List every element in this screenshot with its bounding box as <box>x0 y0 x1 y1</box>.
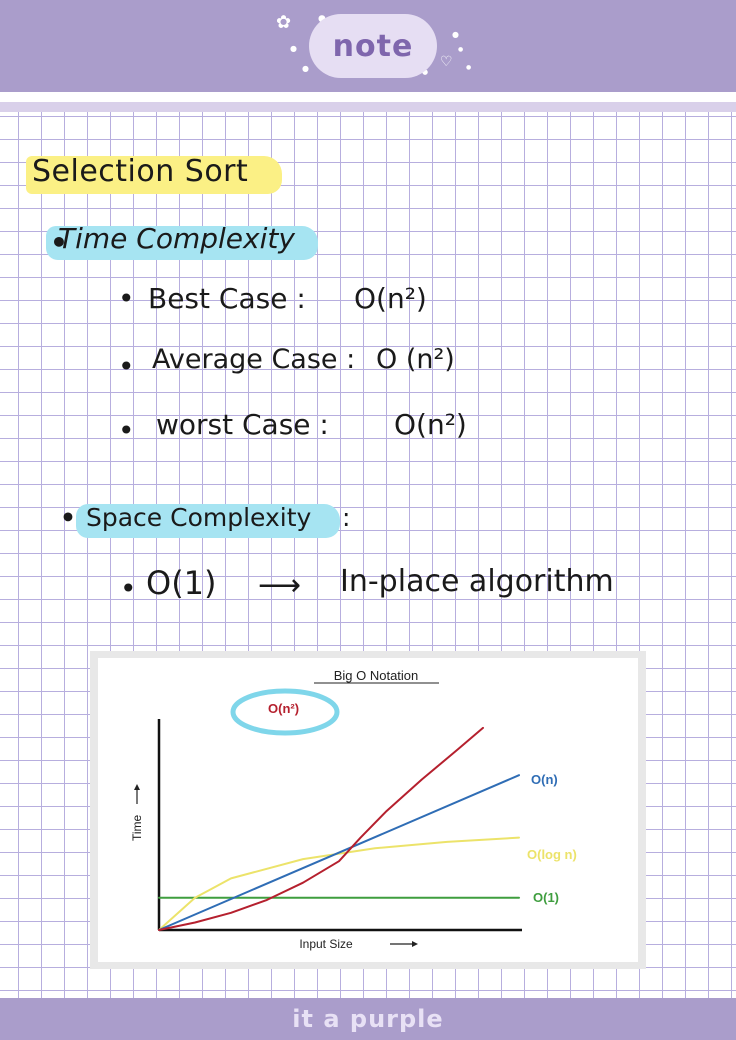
subheading-highlight <box>76 504 340 538</box>
space-note: In-place algorithm <box>340 564 614 599</box>
heart-icon: ♡ <box>440 54 453 70</box>
space-complexity-colon: : <box>342 503 351 532</box>
bullet-dot: • <box>118 282 135 315</box>
worst-case-value: O(n²) <box>394 408 467 441</box>
title-highlight <box>26 156 282 194</box>
average-case-value: O (n²) <box>376 344 455 375</box>
worst-case-label: worst Case : <box>156 408 329 441</box>
divider <box>0 102 736 112</box>
series-label: O(log n) <box>527 847 577 862</box>
note-label-pill: note <box>309 14 437 78</box>
bullet-dot: • <box>50 226 68 259</box>
dot-icon: ● <box>422 68 429 76</box>
space-value: O(1) <box>146 564 217 602</box>
best-case-value: O(n²) <box>354 282 427 315</box>
big-o-chart: Big O Notation Input Size Time O(n²) O(n) O(l… <box>90 651 646 969</box>
bullet-dot: • <box>60 503 76 532</box>
divider <box>0 92 736 104</box>
subheading-highlight <box>46 226 318 260</box>
page-title: Selection Sort <box>32 154 249 189</box>
dot-icon: ● <box>466 64 472 71</box>
bullet-dot: • <box>120 572 137 605</box>
x-axis-arrow-head <box>412 941 418 947</box>
x-axis-label: Input Size <box>299 937 353 951</box>
chart-svg: Big O Notation Input Size Time O(n²) O(n) O(l… <box>130 668 577 951</box>
series-line <box>158 836 520 931</box>
footer-band: it a purple <box>0 998 736 1040</box>
series-label: O(1) <box>533 890 559 905</box>
header-band: ✿ ● ● ● ● ● ♡ ● ● note <box>0 0 736 92</box>
chart-canvas <box>98 658 638 962</box>
dot-icon: ● <box>458 46 464 53</box>
dot-icon: ● <box>302 64 309 73</box>
average-case-label: Average Case : <box>152 344 356 375</box>
circle-annotation <box>230 688 340 736</box>
space-complexity-heading: Space Complexity <box>86 503 312 532</box>
y-axis-arrow-head <box>134 784 140 790</box>
best-case-label: Best Case : <box>148 282 306 315</box>
dot-icon: ● <box>452 30 459 39</box>
footer-text: it a purple <box>292 1005 444 1033</box>
flower-icon: ✿ <box>276 12 292 33</box>
time-complexity-heading: Time Complexity <box>58 222 295 255</box>
y-axis-label: Time <box>130 814 144 841</box>
dot-icon: ● <box>290 44 297 53</box>
chart-title: Big O Notation <box>334 668 419 683</box>
bullet-dot: • <box>118 414 135 447</box>
series-label: O(n²) <box>268 701 299 716</box>
series-label: O(n) <box>531 772 558 787</box>
arrow-icon: ⟶ <box>258 568 302 603</box>
series-line <box>158 774 520 931</box>
series-line <box>158 726 484 931</box>
bullet-dot: • <box>118 350 135 383</box>
note-label: note <box>332 28 414 64</box>
